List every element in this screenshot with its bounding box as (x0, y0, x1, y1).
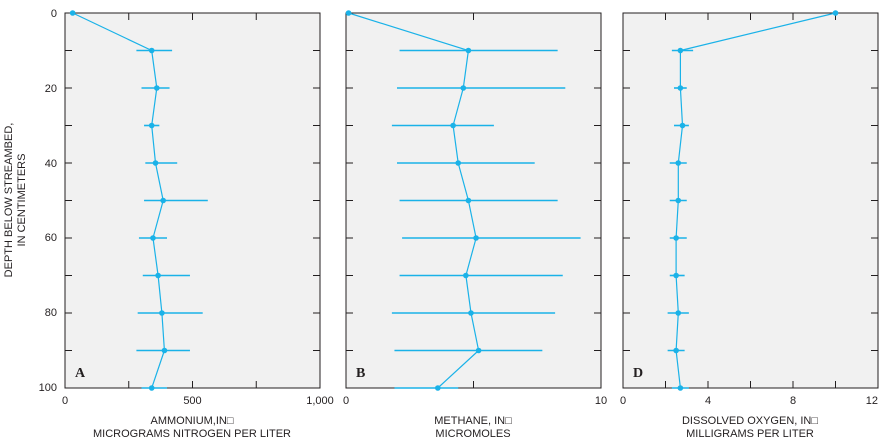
x-axis-title-line2: MILLIGRAMS PER LITER (686, 428, 814, 440)
x-tick-label: 4 (705, 395, 711, 407)
panel-a: A 0 500 1,000 AMMONIUM,IN□ MICROGRAMS NI… (62, 10, 334, 440)
panel-d: D 0 4 8 12 DISSOLVED OXYGEN, IN□ MILLIGR… (620, 10, 879, 440)
x-tick-label: 0 (343, 395, 349, 407)
data-point (465, 197, 472, 204)
panel-label: D (633, 366, 643, 381)
data-point (675, 310, 682, 316)
data-point (455, 160, 462, 166)
y-tick-label: 20 (45, 83, 57, 95)
x-tick-label: 500 (183, 395, 201, 407)
series (69, 10, 208, 391)
data-point (155, 272, 161, 279)
y-tick-label: 80 (45, 307, 57, 319)
x-tick-label: 1,000 (306, 395, 334, 407)
x-axis-title-line1: METHANE, IN□ (434, 415, 512, 427)
y-tick-label: 100 (39, 382, 57, 394)
panel-b: B 0 10 METHANE, IN□ MICROMOLES (343, 10, 607, 440)
panel-label: A (75, 366, 86, 381)
data-point (468, 310, 474, 316)
data-point (677, 85, 684, 91)
data-point (677, 385, 684, 391)
data-point (69, 10, 76, 16)
y-tick-label: 60 (45, 232, 57, 244)
data-point (345, 10, 352, 16)
x-tick-label: 0 (62, 395, 68, 407)
data-point (148, 47, 155, 54)
y-tick-label: 40 (45, 158, 57, 170)
x-axis-title-line1: DISSOLVED OXYGEN, IN□ (682, 415, 818, 427)
y-tick-label: 0 (51, 8, 57, 20)
data-point (161, 347, 168, 354)
data-point (679, 122, 686, 129)
x-tick-label: 10 (595, 395, 607, 407)
data-point (154, 85, 160, 91)
x-tick-label: 0 (620, 395, 626, 407)
minor-ticks (622, 12, 879, 389)
data-point (673, 347, 679, 354)
data-point (832, 10, 839, 16)
data-point (675, 197, 682, 204)
data-point (148, 122, 155, 129)
data-point (152, 160, 159, 166)
data-point (473, 235, 479, 241)
data-point (475, 347, 482, 354)
x-tick-label: 8 (790, 395, 796, 407)
data-point (150, 235, 156, 241)
y-tick-labels: 0 20 40 60 80 100 (39, 8, 57, 394)
data-point (159, 310, 165, 316)
data-point (673, 235, 679, 241)
data-point (465, 47, 472, 54)
series (345, 10, 581, 391)
data-point (148, 385, 155, 391)
x-axis-title-line2: MICROMOLES (435, 428, 510, 440)
data-point (435, 385, 441, 391)
series (667, 10, 839, 391)
panel-label: B (356, 366, 365, 381)
data-point (460, 85, 467, 91)
data-point (677, 47, 684, 54)
data-point (450, 122, 456, 129)
data-point (463, 272, 469, 279)
x-axis-title-line2: MICROGRAMS NITROGEN PER LITER (93, 428, 291, 440)
data-point (673, 272, 679, 279)
y-axis-title-line1: DEPTH BELOW STREAMBED, (3, 123, 15, 278)
plot-area (622, 12, 879, 389)
x-axis-title-line1: AMMONIUM,IN□ (150, 415, 233, 427)
x-tick-label: 12 (866, 395, 878, 407)
data-point (675, 160, 682, 166)
data-point (160, 197, 166, 204)
y-axis-title-line2: IN CENTIMETERS (16, 154, 28, 247)
